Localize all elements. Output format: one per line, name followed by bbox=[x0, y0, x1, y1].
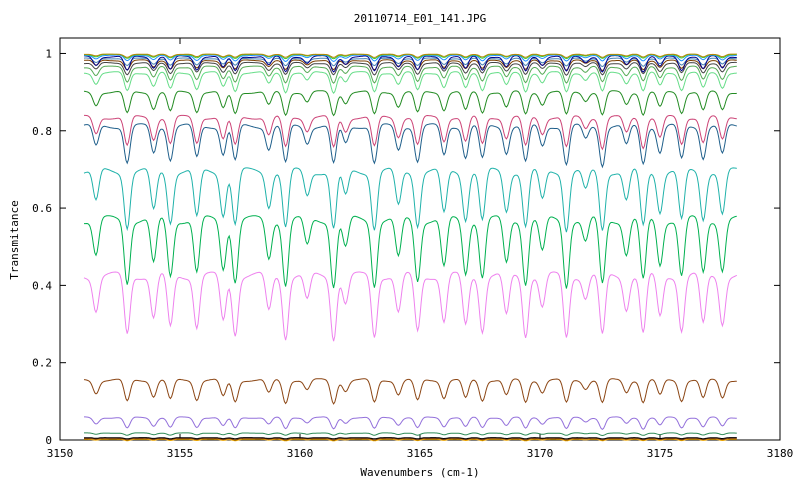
y-tick-label: 0.8 bbox=[32, 125, 52, 138]
series-line bbox=[83, 71, 737, 95]
x-tick-label: 3165 bbox=[407, 447, 434, 460]
series-line bbox=[84, 432, 737, 437]
series-line bbox=[83, 90, 737, 117]
series-line bbox=[83, 271, 738, 342]
series-line bbox=[84, 416, 737, 431]
x-tick-label: 3160 bbox=[287, 447, 314, 460]
y-axis-label: Transmitance bbox=[8, 200, 21, 279]
series-line bbox=[83, 55, 737, 73]
y-tick-label: 0 bbox=[45, 434, 52, 447]
x-tick-label: 3170 bbox=[527, 447, 554, 460]
x-tick-label: 3150 bbox=[47, 447, 74, 460]
plot-frame bbox=[59, 37, 781, 441]
series-line bbox=[83, 378, 737, 405]
chart-title: 20110714_E01_141.JPG bbox=[354, 12, 486, 25]
series-line bbox=[84, 53, 737, 59]
series-line bbox=[84, 215, 737, 289]
series-line bbox=[84, 438, 737, 442]
y-tick-label: 0.2 bbox=[32, 357, 52, 370]
series-line bbox=[84, 437, 737, 440]
y-axis: 0 0.2 0.4 0.6 0.8 1 bbox=[32, 47, 780, 447]
x-axis-label: Wavenumbers (cm-1) bbox=[360, 466, 479, 479]
y-tick-label: 0.4 bbox=[32, 279, 52, 292]
y-tick-label: 0.6 bbox=[32, 202, 52, 215]
x-tick-label: 3155 bbox=[167, 447, 194, 460]
series-line bbox=[84, 65, 737, 84]
x-tick-label: 3175 bbox=[647, 447, 674, 460]
series-line bbox=[83, 123, 737, 169]
series-line bbox=[83, 54, 737, 63]
x-tick-label: 3180 bbox=[767, 447, 794, 460]
series-line bbox=[84, 437, 737, 441]
series-line bbox=[84, 114, 737, 151]
series-line bbox=[84, 61, 737, 76]
y-tick-label: 1 bbox=[45, 47, 52, 60]
series-line bbox=[83, 167, 737, 233]
x-axis: 3150 3155 3160 3165 3170 3175 3180 bbox=[47, 38, 794, 460]
series-lines bbox=[83, 53, 738, 442]
